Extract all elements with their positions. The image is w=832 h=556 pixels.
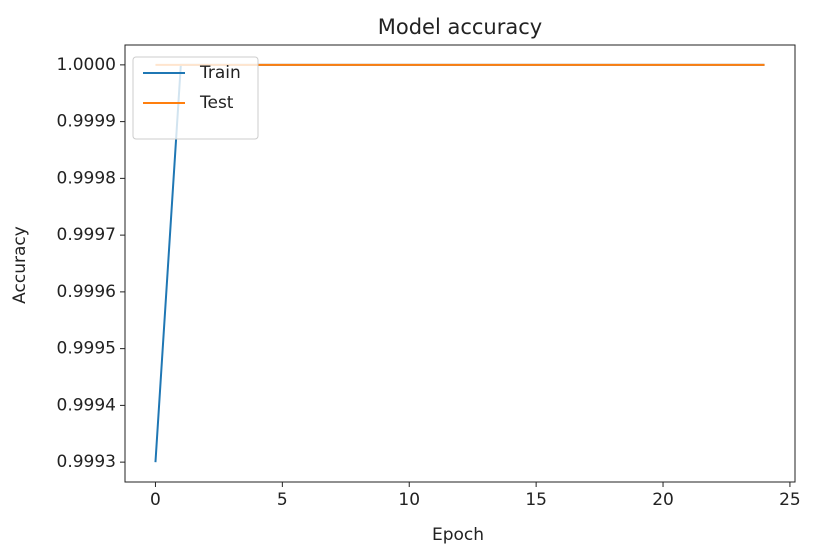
x-tick-label: 25	[779, 490, 801, 510]
legend-box	[132, 56, 259, 140]
x-tick-label: 15	[525, 490, 547, 510]
y-tick-label: 0.9998	[57, 168, 116, 188]
y-tick-label: 0.9993	[57, 452, 116, 472]
y-tick-label: 0.9994	[57, 395, 116, 415]
plot-frame	[124, 44, 796, 483]
legend: Train Test	[132, 56, 259, 140]
x-tick-label: 10	[398, 490, 420, 510]
y-tick-label: 0.9997	[57, 225, 116, 245]
x-tick-label: 5	[277, 490, 288, 510]
y-axis-label: Accuracy	[10, 226, 30, 304]
y-tick-label: 0.9999	[57, 112, 116, 132]
y-tick-label: 0.9996	[57, 282, 116, 302]
y-tick-label: 1.0000	[57, 55, 116, 75]
y-tick-label: 0.9995	[57, 339, 116, 359]
x-tick-label: 20	[652, 490, 674, 510]
x-axis-label: Epoch	[432, 525, 484, 545]
legend-label: Test	[199, 93, 234, 113]
x-tick-label: 0	[150, 490, 161, 510]
legend-label: Train	[199, 63, 241, 83]
chart-title: Model accuracy	[378, 15, 542, 39]
